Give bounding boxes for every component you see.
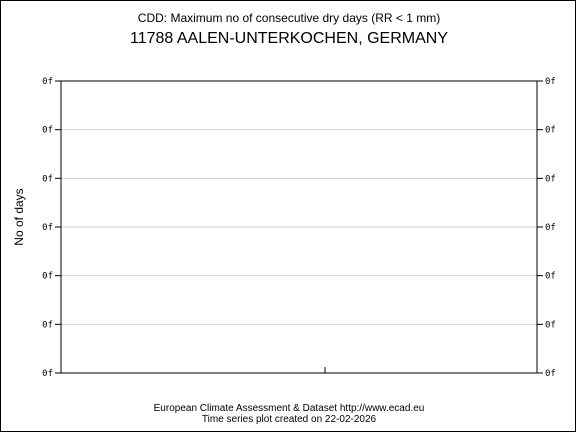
y-tick-label: 0f <box>545 223 556 233</box>
y-tick-label: 0f <box>42 174 53 184</box>
y-tick-label: 0f <box>42 126 53 136</box>
y-tick-label: 0f <box>545 320 556 330</box>
y-tick-label: 0f <box>545 174 556 184</box>
y-tick-label: 0f <box>545 126 556 136</box>
y-tick-label: 0f <box>42 223 53 233</box>
y-axis-left: 0f 0f 0f 0f 0f 0f 0f <box>42 77 61 379</box>
footer-source: European Climate Assessment & Dataset ht… <box>154 403 425 414</box>
y-tick-label: 0f <box>42 369 53 379</box>
chart-title: CDD: Maximum no of consecutive dry days … <box>138 11 440 25</box>
y-axis-label: No of days <box>12 188 26 245</box>
footer-created: Time series plot created on 22-02-2026 <box>202 414 377 425</box>
y-tick-label: 0f <box>42 77 53 87</box>
y-tick-label: 0f <box>545 369 556 379</box>
y-tick-label: 0f <box>42 320 53 330</box>
y-axis-right: 0f 0f 0f 0f 0f 0f 0f <box>537 77 556 379</box>
y-tick-label: 0f <box>545 77 556 87</box>
y-tick-label: 0f <box>545 272 556 282</box>
grid-lines <box>61 129 537 325</box>
chart-subtitle: 11788 AALEN-UNTERKOCHEN, GERMANY <box>130 30 448 47</box>
y-tick-label: 0f <box>42 272 53 282</box>
